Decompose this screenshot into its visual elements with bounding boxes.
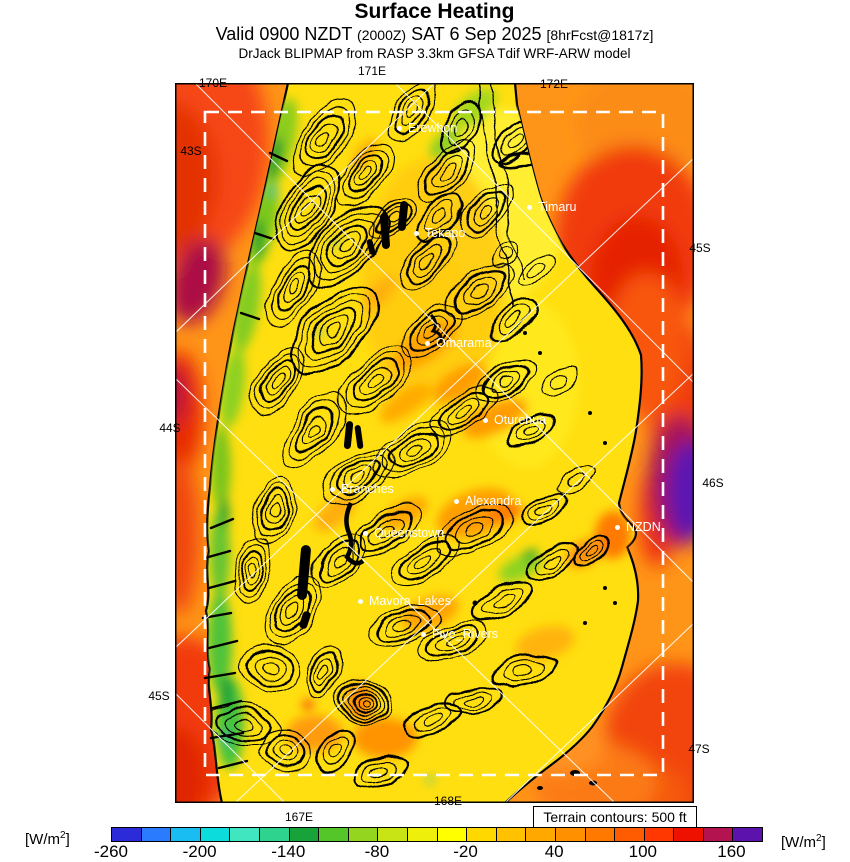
- colorbar-segment: [467, 828, 497, 841]
- terrain-note: Terrain contours: 500 ft: [533, 806, 697, 828]
- map-frame: [175, 83, 694, 803]
- colorbar-tick-label: 160: [717, 842, 746, 861]
- fjord-inlets: [201, 151, 289, 770]
- model-description: DrJack BLIPMAP from RASP 3.3km GFSA Tdif…: [238, 46, 631, 61]
- unit-sup: 2: [816, 833, 822, 844]
- colorbar-segment: [526, 828, 556, 841]
- coord-label-45s: 45S: [148, 689, 170, 703]
- colorbar-tick-label: -20: [453, 842, 478, 861]
- colorbar-segment: [378, 828, 408, 841]
- coord-label-171e: 171E: [357, 64, 387, 78]
- forecast-tag: [8hrFcst@1817z]: [546, 27, 654, 43]
- coord-label-43s: 43S: [180, 144, 202, 158]
- surface-heating-map: [175, 83, 694, 803]
- header: Surface Heating Valid 0900 NZDT (2000Z) …: [175, 0, 694, 62]
- colorbar-segment: [615, 828, 645, 841]
- model-domain-boundary: [203, 110, 665, 777]
- colorbar-segment: [437, 828, 468, 841]
- colorbar-segment: [555, 828, 586, 841]
- colorbar-segment: [112, 828, 142, 841]
- unit-text: ]: [65, 831, 70, 848]
- terrain-contour-lines: [210, 83, 611, 790]
- colorbar-segment: [733, 828, 763, 841]
- colorbar-tick-label: 100: [628, 842, 657, 861]
- unit-text: [W/m: [25, 831, 60, 848]
- unit-sup: 2: [60, 830, 66, 841]
- colorbar-segment: [141, 828, 172, 841]
- colorbar-segment: [200, 828, 231, 841]
- coord-label-168e: 168E: [433, 794, 463, 808]
- page-title: Surface Heating: [354, 0, 515, 23]
- colorbar-tick-label: -80: [364, 842, 390, 861]
- colorbar-segment: [171, 828, 201, 841]
- colorbar-segment: [585, 828, 616, 841]
- colorbar-segment: [644, 828, 675, 841]
- colorbar-tick-label: -260: [93, 842, 129, 861]
- colorbar-segment: [319, 828, 349, 841]
- valid-time-utc: (2000Z): [357, 27, 407, 43]
- colorbar-tick-label: -200: [182, 842, 217, 861]
- colorbar-tick-label: -140: [271, 842, 306, 861]
- colorbar-unit-right: [W/m2]: [781, 833, 826, 851]
- coord-label-45s: 45S: [689, 241, 711, 255]
- colorbar-segment: [259, 828, 290, 841]
- unit-text: [W/m: [781, 834, 816, 851]
- colorbar-segment: [407, 828, 438, 841]
- colorbar-segment: [496, 828, 527, 841]
- map-area: Erewhon Timaru Tekapo Omarama Oturehua Branch…: [175, 83, 694, 803]
- colorbar-segment: [703, 828, 734, 841]
- colorbar-segment: [348, 828, 379, 841]
- coord-label-170e: 170E: [198, 76, 228, 90]
- unit-text: ]: [821, 834, 826, 851]
- colorbar-tick-label: 40: [544, 842, 564, 861]
- valid-time-line: Valid 0900 NZDT (2000Z) SAT 6 Sep 2025 […: [175, 24, 694, 45]
- coord-label-172e: 172E: [539, 77, 569, 91]
- colorbar-unit-left: [W/m2]: [25, 830, 70, 848]
- colorbar-segment: [674, 828, 704, 841]
- colorbar-segment: [230, 828, 260, 841]
- coord-label-167e: 167E: [284, 810, 314, 824]
- coord-label-46s: 46S: [702, 476, 724, 490]
- valid-date: SAT 6 Sep 2025: [411, 24, 542, 44]
- coord-label-44s: 44S: [159, 421, 181, 435]
- lakes: [296, 201, 443, 629]
- colorbar-segment: [289, 828, 320, 841]
- valid-time: Valid 0900 NZDT: [215, 24, 353, 44]
- coord-label-47s: 47S: [688, 742, 710, 756]
- colorbar: [111, 827, 763, 842]
- colorbar-ticks: -260 -200 -140 -80 -20 40 100 160: [94, 842, 761, 861]
